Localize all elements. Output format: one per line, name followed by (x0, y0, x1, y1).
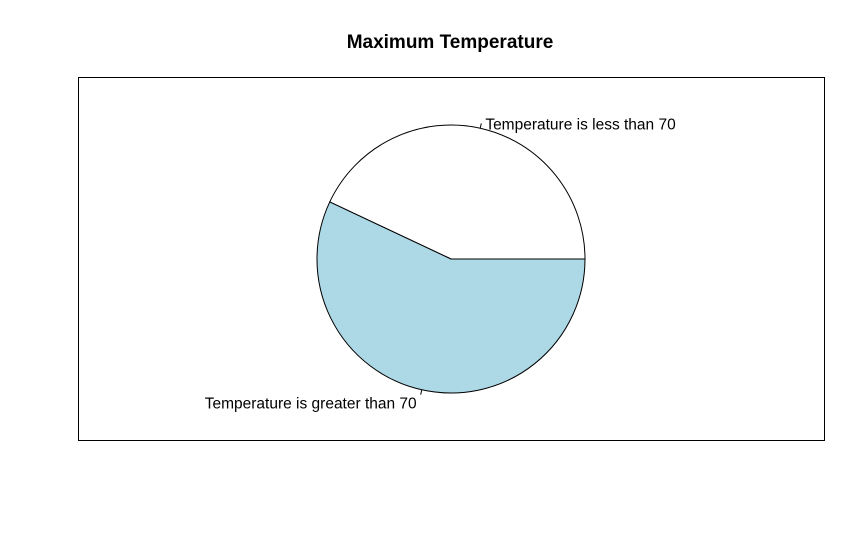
pie-label-tick-2 (420, 389, 423, 395)
pie-slices (316, 124, 586, 394)
pie-label-tick-1 (479, 123, 482, 129)
pie-label-2: Temperature is greater than 70 (205, 396, 417, 413)
pie-labels: Temperature is less than 70 Temperature i… (205, 116, 676, 412)
plot-box (78, 77, 825, 441)
pie-label-1: Temperature is less than 70 (485, 116, 676, 133)
chart-title: Maximum Temperature (347, 32, 554, 53)
